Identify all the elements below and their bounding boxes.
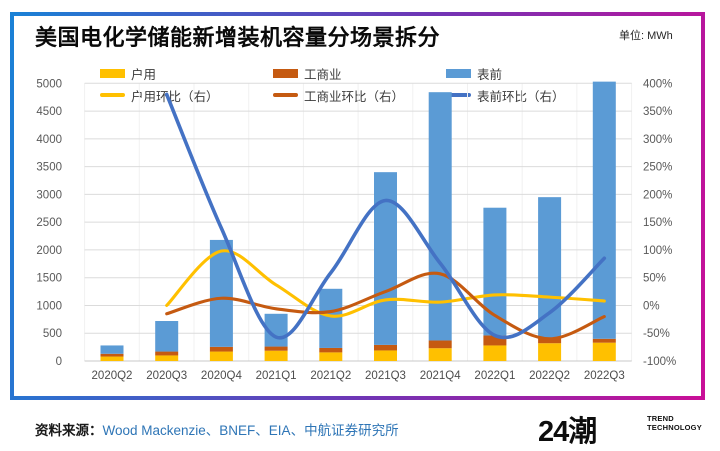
legend-label: 表前 xyxy=(477,67,503,82)
legend-item-biaoqian-huanbi: 表前环比（右） xyxy=(446,88,565,104)
source-text: Wood Mackenzie、BNEF、EIA、中航证券研究所 xyxy=(102,423,399,438)
legend-line-swatch-gongshangye-huanbi xyxy=(273,93,298,97)
logo-sub-line1: TREND xyxy=(647,414,674,423)
legend-item-huyong-huanbi: 户用环比（右） xyxy=(100,88,219,104)
logo-subtitle: TREND TECHNOLOGY xyxy=(647,414,702,432)
logo-sub-line2: TECHNOLOGY xyxy=(647,423,702,432)
legend-label: 户用 xyxy=(131,67,157,82)
legend-swatch-biaoqian xyxy=(446,68,471,78)
unit-label: 单位: MWh xyxy=(619,30,673,42)
legend-label: 工商业 xyxy=(304,67,342,82)
legend-item-biaoqian: 表前 xyxy=(446,66,503,82)
legend-label: 工商业环比（右） xyxy=(304,89,405,104)
chart-title: 美国电化学储能新增装机容量分场景拆分 xyxy=(35,25,441,50)
legend-swatch-huyong xyxy=(100,68,125,78)
legend-label: 户用环比（右） xyxy=(131,89,219,104)
source-label: 资料来源： xyxy=(35,423,103,438)
legend-item-gongshangye: 工商业 xyxy=(273,66,342,82)
legend-item-huyong: 户用 xyxy=(100,66,157,82)
legend-label: 表前环比（右） xyxy=(477,89,565,104)
legend-line-swatch-huyong-huanbi xyxy=(100,93,125,97)
logo-24chao: 24潮 xyxy=(538,416,597,448)
legend-line-swatch-biaoqian-huanbi xyxy=(446,93,471,97)
legend-item-gongshangye-huanbi: 工商业环比（右） xyxy=(273,88,405,104)
legend-swatch-gongshangye xyxy=(273,68,298,78)
source-line: 资料来源：Wood Mackenzie、BNEF、EIA、中航证券研究所 xyxy=(35,419,399,439)
